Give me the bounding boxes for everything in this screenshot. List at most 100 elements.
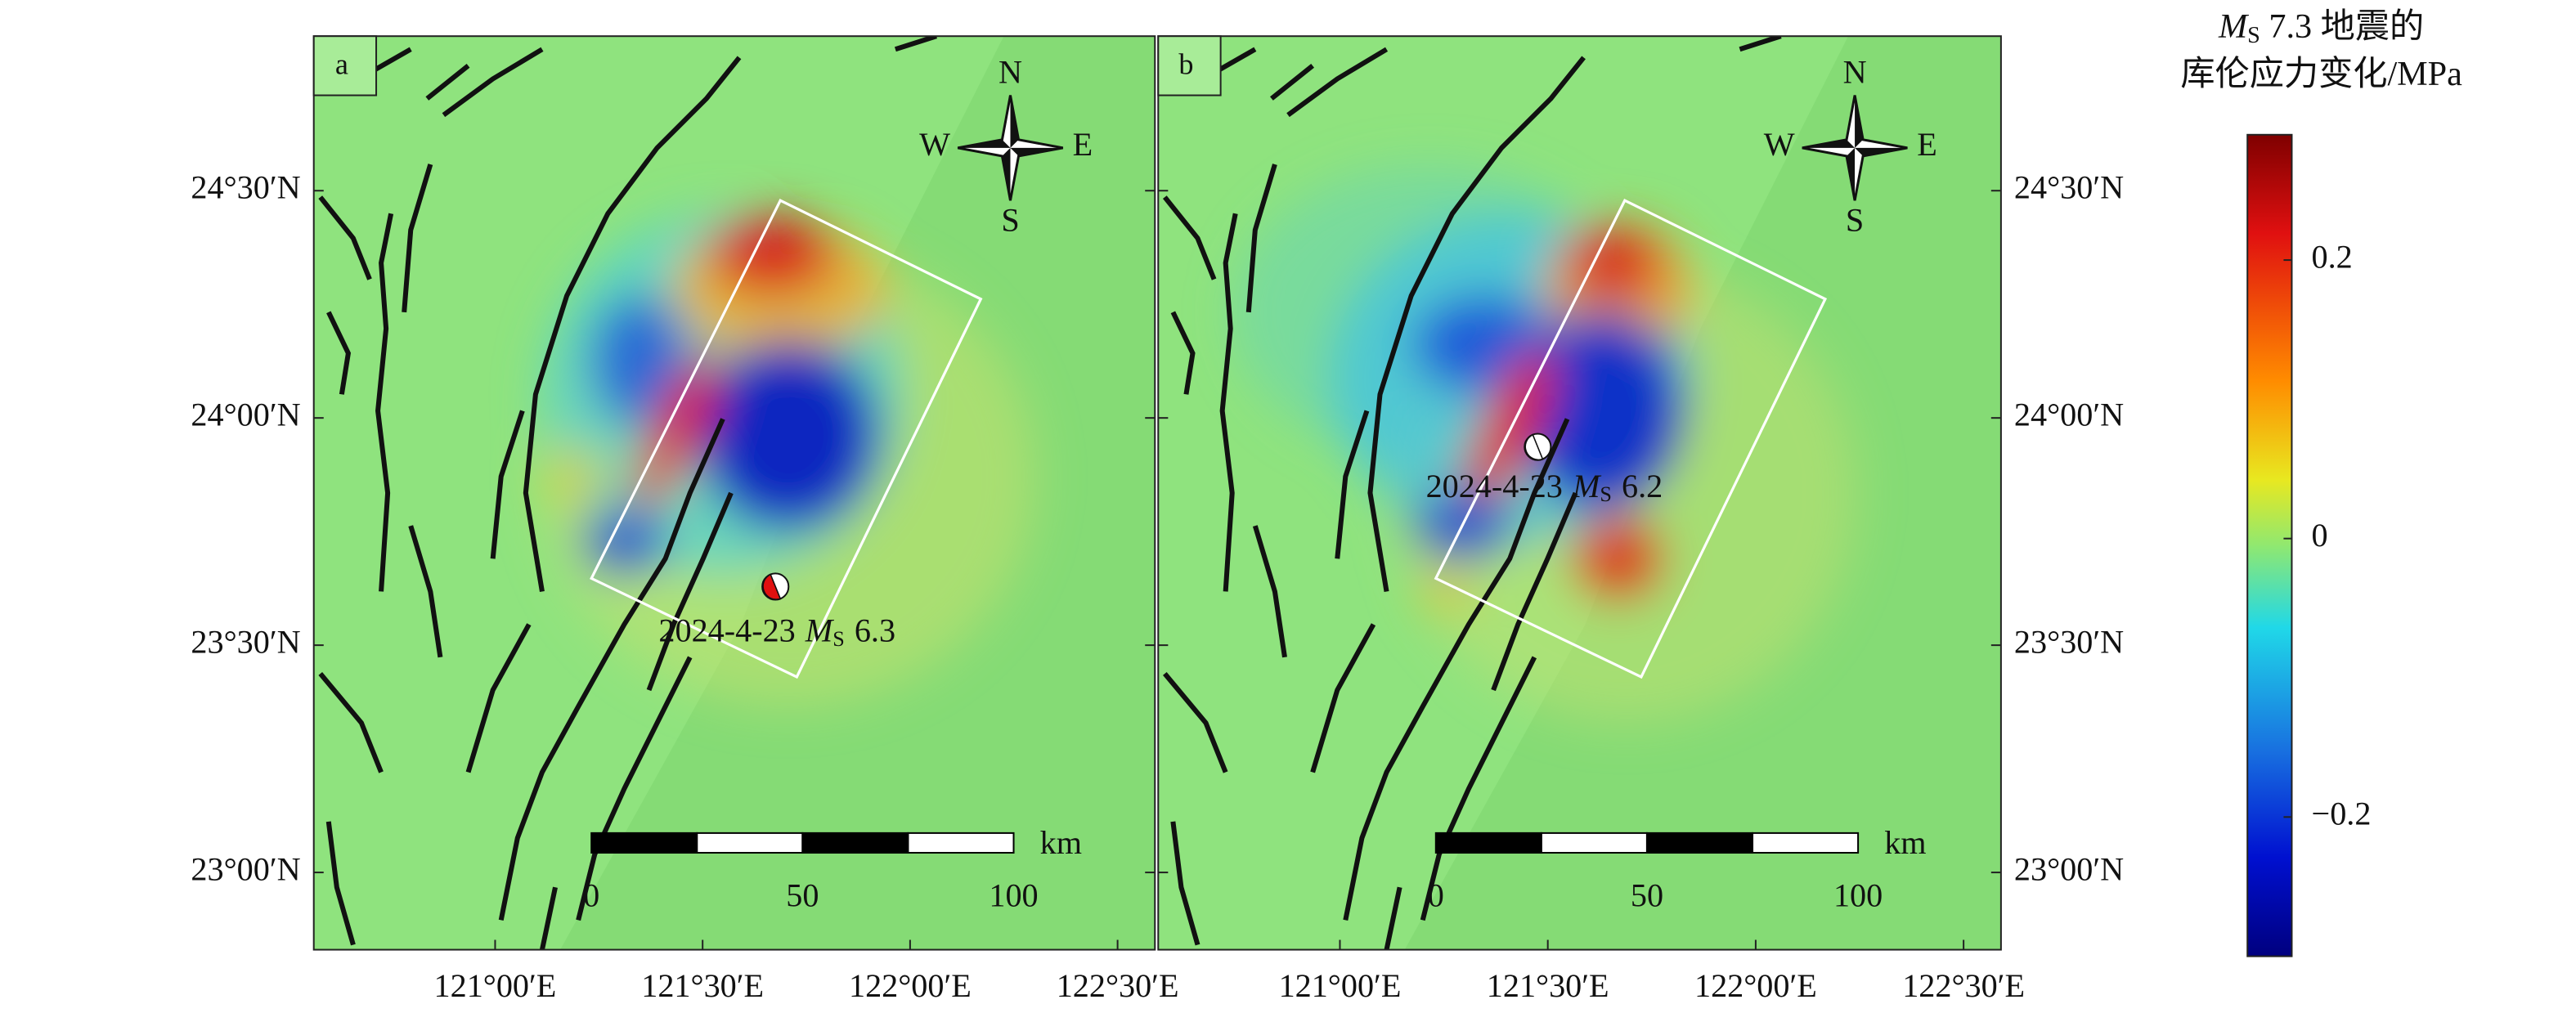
colorbar-title-sub: S — [2247, 24, 2260, 49]
beachball-quadrant — [762, 573, 782, 600]
stress-field — [541, 213, 1035, 707]
stress-blob — [1519, 312, 1685, 509]
compass-e: E — [1917, 126, 1937, 163]
y-tick-label: 23°00′N — [191, 850, 300, 887]
stress-blob — [709, 215, 835, 294]
panel-label-box — [1157, 35, 1222, 96]
compass-star-dark — [1802, 95, 1908, 201]
event-label: 2024-4-23 MS 6.2 — [1426, 468, 1663, 506]
stress-blob — [698, 339, 879, 531]
map-panel — [313, 36, 1156, 950]
y-tick-label: 23°30′N — [191, 623, 300, 660]
scalebar-segment — [1645, 831, 1754, 854]
event-label: 2024-4-23 MS 6.3 — [658, 612, 895, 651]
scalebar-label: 50 — [786, 876, 819, 913]
fault — [442, 47, 544, 118]
x-tick-label: 121°30′E — [1487, 967, 1609, 1004]
panel-label: b — [1178, 48, 1193, 81]
colorbar — [2246, 133, 2293, 957]
fault — [1170, 311, 1196, 395]
y-tick-label: 24°30′N — [191, 168, 300, 205]
fault — [465, 623, 532, 773]
fault — [1739, 36, 1782, 52]
fault — [1245, 164, 1277, 313]
rupture-plane — [1434, 199, 1828, 679]
fault — [1310, 623, 1376, 773]
stress-blob — [1419, 568, 1472, 615]
fault — [539, 886, 558, 950]
fault — [490, 410, 525, 559]
x-tick-label: 121°00′E — [1279, 967, 1402, 1004]
panel-label: a — [335, 48, 348, 81]
compass-w: W — [919, 126, 950, 163]
fault — [498, 418, 725, 921]
x-tick-label: 122°30′E — [1902, 967, 2025, 1004]
colorbar-title-symbol: M — [2218, 7, 2250, 46]
frame — [312, 35, 1156, 951]
x-tick-label: 122°30′E — [1057, 967, 1179, 1004]
stress-blob — [1572, 516, 1665, 602]
x-tick-label: 121°00′E — [434, 967, 557, 1004]
fault — [1367, 56, 1586, 592]
scalebar-segment — [696, 831, 804, 854]
colorbar-title: MS 7.3 地震的 — [2218, 7, 2424, 49]
scalebar-label: 50 — [1631, 876, 1663, 913]
rupture-plane — [590, 199, 983, 679]
event-date: 2024-4-23 — [1426, 468, 1563, 504]
fault — [318, 672, 384, 773]
fault — [1163, 672, 1228, 773]
fault — [1335, 410, 1370, 559]
event-mag: 6.3 — [855, 612, 895, 649]
y-tick-label: 24°00′N — [2014, 396, 2124, 433]
stress-blob — [581, 509, 667, 576]
fault — [408, 525, 443, 658]
colorbar-tick-label: −0.2 — [2312, 796, 2372, 832]
scalebar-segment — [1434, 831, 1542, 854]
scalebar-segment — [907, 831, 1015, 854]
map-panel — [1158, 36, 2001, 950]
fault — [325, 821, 356, 946]
stress-blob — [541, 446, 608, 506]
scalebar-label: 0 — [583, 876, 599, 913]
fault — [326, 311, 352, 395]
panel-label-box — [312, 35, 378, 96]
colorbar-title-rest: 7.3 地震的 — [2260, 7, 2424, 46]
compass-s: S — [1846, 202, 1864, 239]
scalebar-segment — [1752, 831, 1860, 854]
colorbar-tick-label: 0 — [2312, 517, 2328, 554]
scalebar-label: 100 — [989, 876, 1038, 913]
fault — [576, 656, 693, 921]
fault — [375, 213, 394, 592]
fault — [1162, 195, 1217, 280]
fault — [646, 491, 734, 692]
event-mag-symbol: M — [805, 612, 835, 649]
fault — [402, 164, 433, 313]
scalebar-segment — [801, 831, 909, 854]
fault — [425, 64, 470, 101]
frame — [1157, 35, 2002, 951]
fault — [1286, 47, 1389, 118]
stress-field — [1232, 164, 1857, 724]
scalebar-label: 100 — [1833, 876, 1883, 913]
fault — [1491, 491, 1578, 692]
x-tick-label: 122°00′E — [1694, 967, 1817, 1004]
compass-w: W — [1764, 126, 1795, 163]
fault — [318, 195, 372, 280]
compass-n: N — [1843, 54, 1867, 91]
event-mag: 6.2 — [1622, 468, 1663, 504]
event-mag-symbol: M — [1572, 468, 1602, 504]
scalebar-unit: km — [1884, 824, 1926, 861]
stress-blob — [635, 352, 719, 509]
fault — [1270, 64, 1315, 101]
colorbar-tick-label: 0.2 — [2312, 238, 2353, 275]
compass-s: S — [1001, 202, 1019, 239]
scalebar-segment — [590, 831, 698, 854]
fault — [1170, 821, 1200, 946]
scalebar-unit: km — [1040, 824, 1082, 861]
scalebar-label: 0 — [1428, 876, 1444, 913]
fault — [523, 56, 742, 592]
event-mag-sub: S — [832, 627, 845, 651]
fault — [1343, 418, 1570, 921]
